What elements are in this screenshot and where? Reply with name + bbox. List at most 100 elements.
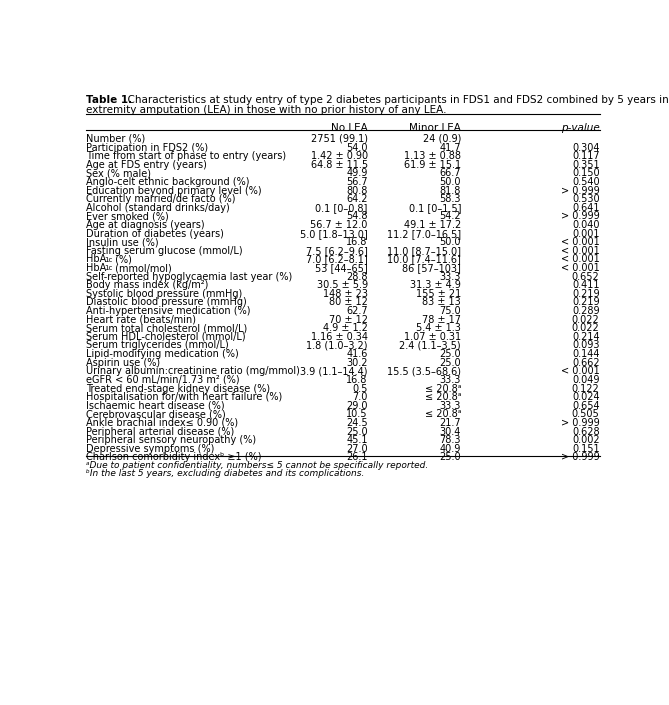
Text: Treated end-stage kidney disease (%): Treated end-stage kidney disease (%) [86,384,270,393]
Text: > 0.999: > 0.999 [561,418,599,428]
Text: 0.150: 0.150 [572,168,599,178]
Text: 56.7 ± 12.0: 56.7 ± 12.0 [310,220,368,230]
Text: Anglo-celt ethnic background (%): Anglo-celt ethnic background (%) [86,177,250,187]
Text: 0.144: 0.144 [572,349,599,359]
Text: 54.2: 54.2 [440,212,461,221]
Text: 0.219: 0.219 [572,289,599,299]
Text: Aspirin use (%): Aspirin use (%) [86,357,161,368]
Text: Hospitalisation for/with heart failure (%): Hospitalisation for/with heart failure (… [86,392,282,402]
Text: Serum HDL-cholesterol (mmol/L): Serum HDL-cholesterol (mmol/L) [86,332,246,342]
Text: 33.3: 33.3 [440,400,461,411]
Text: 49.1 ± 17.2: 49.1 ± 17.2 [404,220,461,230]
Text: 24.5: 24.5 [346,418,368,428]
Text: 0.411: 0.411 [572,281,599,290]
Text: 3.9 (1.1–14.4): 3.9 (1.1–14.4) [300,367,368,376]
Text: Table 1.: Table 1. [86,95,132,106]
Text: Sex (% male): Sex (% male) [86,168,151,178]
Text: 0.151: 0.151 [572,443,599,454]
Text: HbA: HbA [86,263,106,273]
Text: 1.42 ± 0.90: 1.42 ± 0.90 [310,151,368,161]
Text: 31.3 ± 4.9: 31.3 ± 4.9 [410,281,461,290]
Text: 64.2: 64.2 [347,195,368,204]
Text: 41.7: 41.7 [440,142,461,152]
Text: ≤ 20.8ᵃ: ≤ 20.8ᵃ [425,392,461,402]
Text: 2.4 (1.1–3.5): 2.4 (1.1–3.5) [399,341,461,350]
Text: No LEA: No LEA [331,123,368,133]
Text: 1.16 ± 0.34: 1.16 ± 0.34 [310,332,368,342]
Text: Serum triglycerides (mmol/L): Serum triglycerides (mmol/L) [86,341,229,350]
Text: 70 ± 12: 70 ± 12 [328,314,368,325]
Text: 75.0: 75.0 [440,306,461,316]
Text: 0.505: 0.505 [572,410,599,419]
Text: 0.024: 0.024 [572,392,599,402]
Text: 10.5: 10.5 [347,410,368,419]
Text: 148 ± 23: 148 ± 23 [322,289,368,299]
Text: 4.9 ± 1.2: 4.9 ± 1.2 [323,324,368,333]
Text: Diastolic blood pressure (mmHg): Diastolic blood pressure (mmHg) [86,298,247,307]
Text: 0.040: 0.040 [572,220,599,230]
Text: 56.7: 56.7 [346,177,368,187]
Text: Depressive symptoms (%): Depressive symptoms (%) [86,443,215,454]
Text: 53 [44–65]: 53 [44–65] [315,263,368,273]
Text: 11.0 [8.7–15.0]: 11.0 [8.7–15.0] [387,246,461,256]
Text: > 0.999: > 0.999 [561,212,599,221]
Text: 30.4: 30.4 [440,427,461,436]
Text: ᵇIn the last 5 years, excluding diabetes and its complications.: ᵇIn the last 5 years, excluding diabetes… [86,470,365,478]
Text: 0.628: 0.628 [572,427,599,436]
Text: 81.8: 81.8 [440,185,461,195]
Text: 41.6: 41.6 [347,349,368,359]
Text: Systolic blood pressure (mmHg): Systolic blood pressure (mmHg) [86,289,242,299]
Text: 1.8 (1.0–3.2): 1.8 (1.0–3.2) [306,341,368,350]
Text: 0.652: 0.652 [572,271,599,282]
Text: 50.0: 50.0 [440,177,461,187]
Text: 16.8: 16.8 [347,375,368,385]
Text: 78.3: 78.3 [440,435,461,445]
Text: 83 ± 13: 83 ± 13 [422,298,461,307]
Text: 0.530: 0.530 [572,195,599,204]
Text: 49.9: 49.9 [347,168,368,178]
Text: ≤ 20.8ᵃ: ≤ 20.8ᵃ [425,384,461,393]
Text: eGFR < 60 mL/min/1.73 m² (%): eGFR < 60 mL/min/1.73 m² (%) [86,375,240,385]
Text: 25.0: 25.0 [346,427,368,436]
Text: 0.002: 0.002 [572,435,599,445]
Text: 155 ± 21: 155 ± 21 [416,289,461,299]
Text: 54.0: 54.0 [347,142,368,152]
Text: 16.8: 16.8 [347,238,368,247]
Text: Duration of diabetes (years): Duration of diabetes (years) [86,228,224,239]
Text: 50.0: 50.0 [440,238,461,247]
Text: 0.093: 0.093 [572,341,599,350]
Text: 1.07 ± 0.31: 1.07 ± 0.31 [404,332,461,342]
Text: 0.5: 0.5 [353,384,368,393]
Text: Insulin use (%): Insulin use (%) [86,238,159,247]
Text: 24 (0.9): 24 (0.9) [423,134,461,144]
Text: (mmol/mol): (mmol/mol) [112,263,172,273]
Text: < 0.001: < 0.001 [561,263,599,273]
Text: < 0.001: < 0.001 [561,238,599,247]
Text: p-value: p-value [561,123,599,133]
Text: Body mass index (kg/m²): Body mass index (kg/m²) [86,281,209,290]
Text: < 0.001: < 0.001 [561,367,599,376]
Text: 0.219: 0.219 [572,298,599,307]
Text: 0.540: 0.540 [572,177,599,187]
Text: (%): (%) [112,255,132,264]
Text: 7.0 [6.2–8.1]: 7.0 [6.2–8.1] [306,255,368,264]
Text: 0.662: 0.662 [572,357,599,368]
Text: 0.351: 0.351 [572,160,599,170]
Text: 61.9 ± 15.1: 61.9 ± 15.1 [404,160,461,170]
Text: 7.0: 7.0 [353,392,368,402]
Text: 0.1 [0–0.8]: 0.1 [0–0.8] [315,203,368,213]
Text: Ischaemic heart disease (%): Ischaemic heart disease (%) [86,400,225,411]
Text: extremity amputation (LEA) in those with no prior history of any LEA.: extremity amputation (LEA) in those with… [86,104,447,115]
Text: 7.5 [6.2–9.6]: 7.5 [6.2–9.6] [306,246,368,256]
Text: 0.641: 0.641 [572,203,599,213]
Text: 0.001: 0.001 [572,228,599,239]
Text: Age at FDS entry (years): Age at FDS entry (years) [86,160,207,170]
Text: 58.3: 58.3 [440,195,461,204]
Text: 0.049: 0.049 [572,375,599,385]
Text: 25.0: 25.0 [440,453,461,462]
Text: Charlson comorbidity indexᵇ ≥1 (%): Charlson comorbidity indexᵇ ≥1 (%) [86,453,262,462]
Text: 78 ± 17: 78 ± 17 [422,314,461,325]
Text: < 0.001: < 0.001 [561,255,599,264]
Text: 0.214: 0.214 [572,332,599,342]
Text: 0.654: 0.654 [572,400,599,411]
